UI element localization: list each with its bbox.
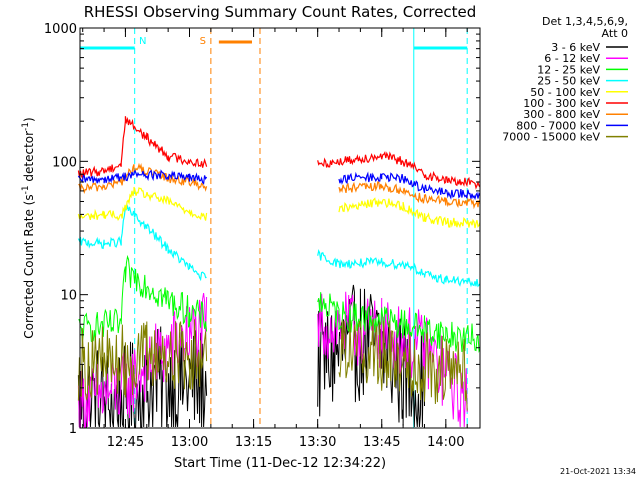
x-tick-label: 14:00	[427, 435, 464, 450]
series-line	[77, 319, 208, 401]
series-5	[77, 116, 481, 190]
series-line	[317, 151, 481, 190]
y-tick-label: 10	[60, 289, 77, 304]
annotation-label: S	[200, 36, 206, 47]
legend-header-line1: Det 1,3,4,5,6,9,	[542, 15, 628, 28]
y-axis-label-sup1: -1	[21, 185, 31, 194]
series-line	[338, 319, 468, 411]
legend-label: 25 - 50 keV	[537, 75, 600, 88]
y-tick-label: 1000	[44, 22, 77, 37]
x-axis: 12:45 13:00 13:15 13:30 13:45 14:00	[82, 28, 468, 450]
y-tick-label: 1	[69, 422, 77, 437]
series-line	[77, 169, 208, 185]
series-8	[77, 319, 468, 411]
legend-label: 300 - 800 keV	[523, 108, 600, 121]
series-0	[77, 284, 425, 428]
series-3	[77, 204, 481, 288]
y-axis-label-end: )	[22, 117, 36, 122]
footer-timestamp: 21-Oct-2021 13:34	[560, 467, 636, 476]
series-line	[78, 162, 208, 195]
series-2	[78, 254, 481, 353]
series-line	[77, 204, 207, 282]
series-4	[77, 186, 481, 229]
plot-frame	[79, 27, 481, 429]
x-tick-label: 13:00	[171, 435, 208, 450]
legend-label: 50 - 100 keV	[530, 86, 600, 99]
legend-label: 6 - 12 keV	[544, 52, 600, 65]
y-axis-label-main: Corrected Count Rate (s	[22, 194, 36, 338]
series-line	[77, 116, 208, 181]
series-line	[78, 254, 208, 343]
series-line	[338, 197, 481, 229]
x-tick-label: 13:45	[363, 435, 400, 450]
series-line	[77, 325, 208, 428]
y-axis-label: Corrected Count Rate (s-1 detector-1)	[21, 117, 36, 338]
y-axis: 1 10 100 1000	[44, 22, 480, 437]
series-line	[338, 171, 481, 201]
legend-label: 12 - 25 keV	[537, 63, 600, 76]
series-line	[317, 248, 481, 288]
legend-label: 100 - 300 keV	[523, 97, 600, 110]
series-line	[317, 284, 425, 428]
x-tick-label: 13:15	[235, 435, 272, 450]
series-6	[78, 162, 481, 210]
y-axis-label-mid: detector	[22, 131, 36, 186]
x-tick-label: 12:45	[107, 435, 144, 450]
legend-label: 3 - 6 keV	[551, 41, 600, 54]
annotation-label: N	[139, 36, 146, 47]
series-line	[317, 292, 481, 353]
legend-header-line2: Att 0	[602, 27, 628, 40]
y-axis-label-sup2: -1	[21, 122, 31, 131]
chart-title: RHESSI Observing Summary Count Rates, Co…	[84, 3, 477, 21]
series-7	[77, 169, 481, 201]
y-tick-label: 100	[52, 155, 77, 170]
x-axis-label: Start Time (11-Dec-12 12:34:22)	[174, 456, 386, 471]
x-tick-label: 13:30	[299, 435, 336, 450]
series-line	[338, 181, 481, 210]
series-line	[77, 186, 208, 222]
legend-label: 7000 - 15000 keV	[502, 131, 600, 144]
legend-label: 800 - 7000 keV	[516, 119, 600, 132]
series-line	[77, 293, 208, 428]
